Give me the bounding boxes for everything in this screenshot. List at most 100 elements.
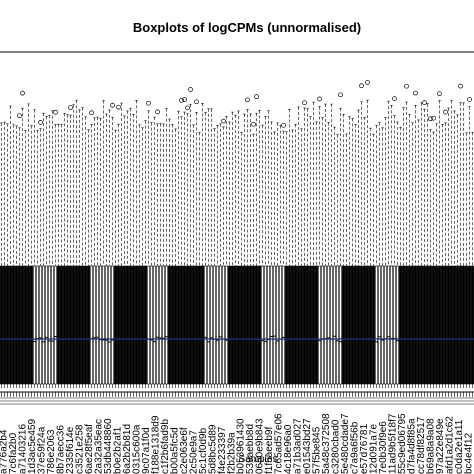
x-tick-label: e57d76781 [359,424,370,474]
x-tick-label: c7a9a6f56b [350,421,361,474]
sample-box [366,265,369,385]
sample-box [279,265,282,385]
sample-box [402,265,405,385]
x-tick-label: f2b2b39a [226,432,237,474]
outlier-point [245,97,250,103]
sample-box [36,265,39,385]
sample-box [147,265,150,385]
x-tick-label: 2335f614e [65,426,76,474]
outlier-point [110,102,115,108]
sample-box [78,265,81,385]
sample-box [96,265,99,385]
sample-box [57,265,60,385]
sample-box [246,265,249,385]
sample-box [3,265,6,385]
x-tick-label: 539aebb8d [245,424,256,474]
sample-box [6,265,9,385]
sample-box [447,265,450,385]
sample-box [87,265,90,385]
sample-box [417,265,420,385]
x-tick-label: 2c50e9a7 [188,430,199,474]
x-tick-label: 97a22e849e [435,418,446,474]
sample-box [210,265,213,385]
x-tick-label: 5e480cdade7 [340,413,351,474]
x-tick-label: c3521e258 [75,424,86,474]
sample-box [450,265,453,385]
x-tick-label: a776a2b4 [0,429,10,474]
sample-box [465,265,468,385]
sample-box [150,265,153,385]
x-tick-label: 0315c600a [131,424,142,474]
sample-box [399,265,402,385]
x-tick-label: 55c9ed06795 [397,413,408,474]
outlier-point [302,100,307,106]
outlier-point [20,90,25,96]
sample-box [288,265,291,385]
sample-box [222,265,225,385]
x-tick-label: 4c18e96a0 [283,424,294,474]
sample-box [411,265,414,385]
x-tick-label: b0e2b2af1 [113,426,124,474]
x-tick-label: 53db448860 [103,418,114,474]
outlier-point [251,121,256,127]
sample-box [330,265,333,385]
sample-box [60,265,63,385]
sample-box [12,265,15,385]
sample-box [51,265,54,385]
sample-box [177,265,180,385]
outlier-point [431,115,436,121]
sample-box [432,265,435,385]
sample-box [132,265,135,385]
sample-box [213,265,216,385]
sample-box [165,265,168,385]
sample-box [390,265,393,385]
sample-box [381,265,384,385]
sample-box [114,265,117,385]
sample-box [72,265,75,385]
sample-box [24,265,27,385]
sample-box [45,265,48,385]
sample-box [126,265,129,385]
x-tick-label: 12d091a7e [368,424,379,474]
x-tick-label: 11ad9b5f18f7 [387,413,398,474]
x-tick-label: b053961430 [236,418,247,474]
sample-box [363,265,366,385]
sample-box [90,265,93,385]
sample-box [351,265,354,385]
sample-box [231,265,234,385]
sample-box [426,265,429,385]
sample-box [135,265,138,385]
x-tick-label: 786e2063 [46,429,57,474]
sample-box [54,265,57,385]
sample-box [108,265,111,385]
sample-box [195,265,198,385]
sample-box [345,265,348,385]
sample-box [186,265,189,385]
sample-box [129,265,132,385]
sample-box [63,265,66,385]
sample-box [393,265,396,385]
sample-box [69,265,72,385]
sample-box [372,265,375,385]
sample-box [312,265,315,385]
sample-box [9,265,12,385]
x-tick-label: 6ae28f5eaf [84,424,95,474]
outlier-point [182,97,187,102]
x-tick-label: bc4e4f12 [463,432,474,474]
x-tick-label: a71b3ad027 [293,418,304,474]
x-tick-label: 2a32a35eac [94,419,105,474]
outlier-point [38,120,43,125]
x-tick-label: cc78df82517 [416,416,427,474]
sample-box [324,265,327,385]
sample-box [420,265,423,385]
sample-box [321,265,324,385]
outlier-point [467,97,472,102]
x-tick-label: f188e1318d9 [150,415,161,474]
sample-box [180,265,183,385]
sample-box [27,265,30,385]
sample-box [153,265,156,385]
x-tick-label: 7c65ad57e06 [274,413,285,474]
x-tick-label: 1d3ac5e459 [27,419,38,474]
sample-box [294,265,297,385]
